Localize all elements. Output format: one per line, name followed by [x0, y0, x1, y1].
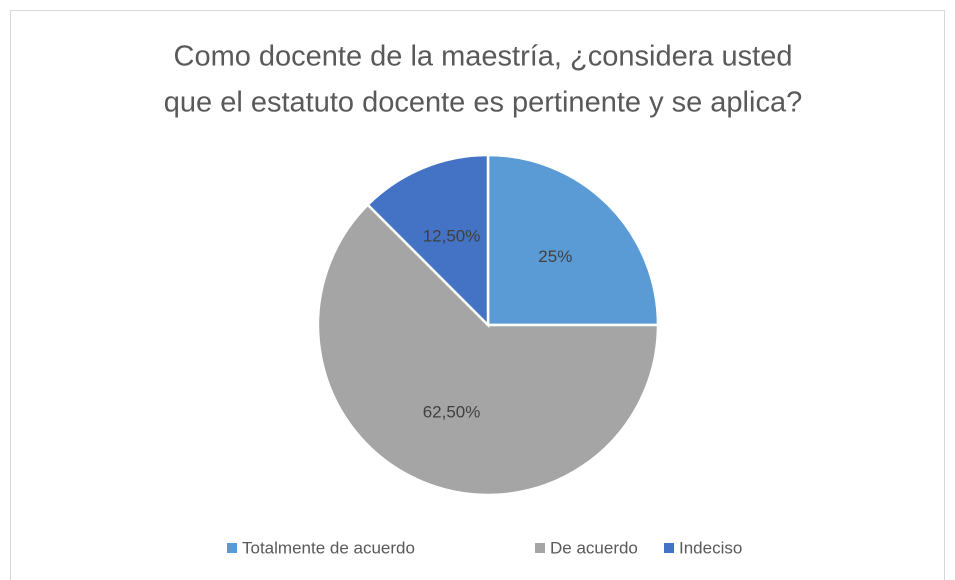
legend-swatch: [227, 543, 237, 553]
legend-swatch: [535, 543, 545, 553]
data-label: 12,50%: [423, 227, 481, 246]
pie-slice: [316, 203, 660, 497]
legend-label: Indeciso: [679, 538, 742, 557]
chart-title: que el estatuto docente es pertinente y …: [164, 87, 802, 119]
legend-label: De acuerdo: [550, 538, 638, 557]
legend-swatch: [664, 543, 674, 553]
chart-title: Como docente de la maestría, ¿considera …: [174, 41, 793, 73]
legend-label: Totalmente de acuerdo: [242, 538, 415, 557]
pie-slice: [486, 153, 660, 327]
pie-slice: [366, 153, 490, 329]
data-label: 62,50%: [423, 402, 481, 421]
data-label: 25%: [538, 247, 572, 266]
